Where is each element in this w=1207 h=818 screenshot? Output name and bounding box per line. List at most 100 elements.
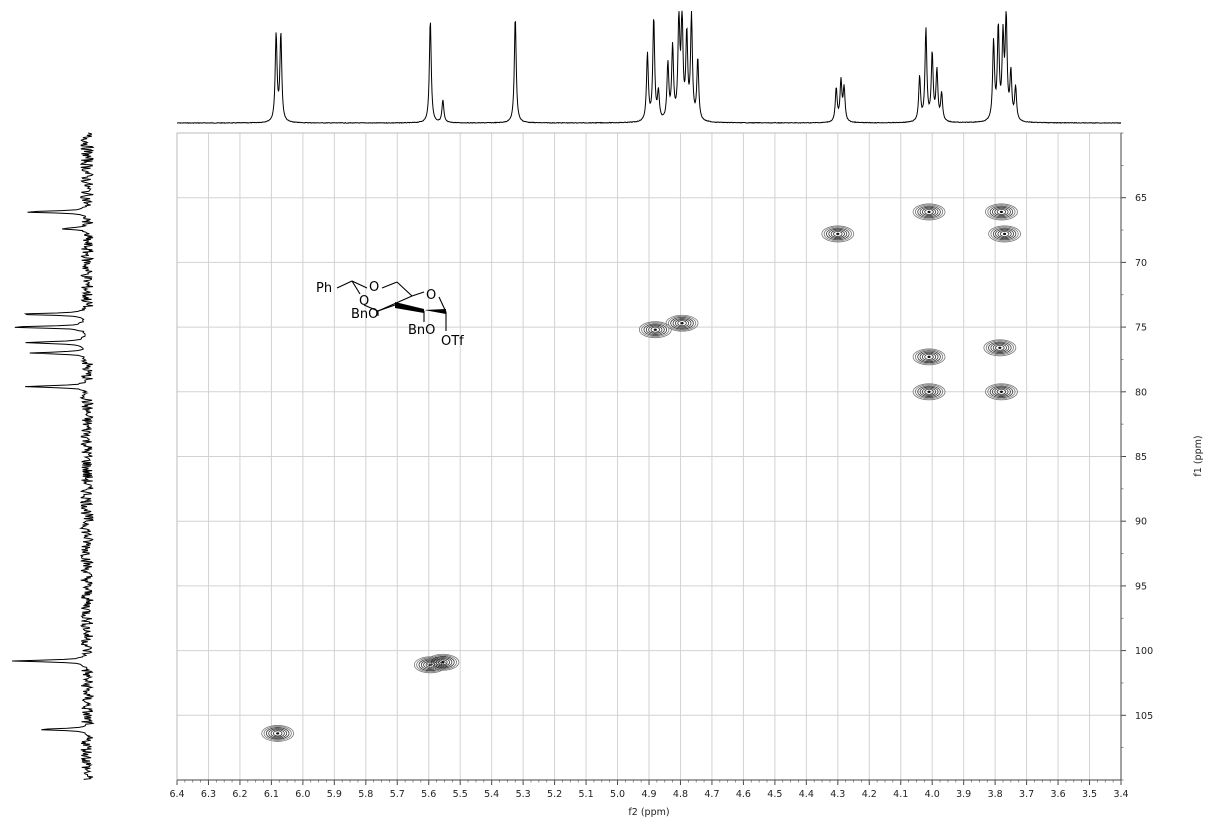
x-tick-label: 3.8 [988,789,1003,800]
peak-contour [667,315,697,331]
x-tick-label: 4.1 [893,789,908,800]
peak-contour [826,227,850,241]
x-tick-label: 4.9 [641,789,656,800]
peak-contour [912,383,946,401]
peak-contour [433,657,453,668]
bond-o1-c6 [381,281,398,289]
carbon-projection-trace [12,132,95,780]
peak-contour [914,204,944,220]
peak-contour [917,205,941,219]
bond-c5-oring [411,291,425,297]
x-tick-label: 4.3 [830,789,845,800]
x-tick-label: 5.5 [453,789,468,800]
bond-o2-c4 [363,304,379,312]
peak-contour [919,206,939,218]
peak-contour [272,730,283,737]
mol-label-ph: Ph [316,281,332,296]
x-tick-label: 4.2 [862,789,877,800]
x-tick-label: 5.1 [579,789,594,800]
peak-contour [643,323,668,336]
peak-contour [914,384,944,400]
peak-contour [917,350,941,364]
x-tick-label: 4.5 [767,789,782,800]
peak-contour [270,729,285,738]
x-tick-label: 5.0 [610,789,625,800]
peak-contour [672,318,692,329]
wedge-bond-c2-c1 [424,309,446,314]
x-tick-label: 3.4 [1113,789,1128,800]
peak-contour [641,322,670,338]
x-tick-label: 4.0 [925,789,940,800]
peak-contour [989,385,1014,399]
peak-contour [995,228,1014,240]
peak-contour [924,208,934,215]
peak-contour [828,228,848,240]
peak-contour [924,353,934,360]
peak-contour [912,348,946,366]
peak-contour [830,229,845,238]
peak-center [927,390,931,393]
peak-contour [423,660,438,669]
bond-ph [336,280,353,289]
peak-contour [919,351,939,363]
peak-contour [261,725,295,742]
x-axis: 6.4 6.3 6.2 6.1 6.0 5.9 5.8 5.7 5.6 5.5 5.4 5.3 5.2 5… [169,779,1129,800]
peak-contour [263,726,292,741]
cross-peak [638,321,672,339]
y-axis-title: f1 (ppm) [1193,435,1204,476]
cross-peak [985,383,1018,401]
molecule-structure: Ph O O O BnO BnO OTf [316,280,464,349]
peak-contour [431,656,455,669]
peak-contour [648,325,663,334]
peak-center [276,732,280,735]
peak-contour [821,225,855,243]
mol-label-bno-right: BnO [408,323,435,338]
peak-contour [992,206,1011,218]
peak-contour [996,388,1007,395]
peak-contour [989,205,1014,219]
x-tick-label: 5.3 [516,789,531,800]
peak-contour [823,226,852,242]
peak-center [680,322,684,325]
x-tick-label: 4.6 [736,789,751,800]
x-tick-label: 4.4 [799,789,814,800]
peak-contour [924,388,934,395]
x-tick-label: 3.6 [1051,789,1066,800]
mol-label-bno-left: BnO [351,307,378,322]
peak-contour [992,227,1017,241]
peak-center [653,328,657,331]
x-tick-label: 3.7 [1019,789,1034,800]
x-tick-label: 5.9 [327,789,342,800]
x-tick-label: 5.4 [484,789,499,800]
cross-peak [912,348,946,366]
peak-contour [987,384,1016,400]
y-tick-label: 85 [1135,452,1147,463]
x-tick-label: 6.2 [232,789,247,800]
x-tick-label: 6.3 [201,789,216,800]
cross-peak [665,314,699,332]
peak-center [998,346,1002,350]
peak-contour [265,727,290,740]
x-tick-label: 5.2 [547,789,562,800]
peak-contour [650,326,661,333]
proton-projection-trace [176,10,1122,124]
mol-label-o-ring: O [426,288,436,303]
cross-peak [912,383,946,401]
cross-peaks [261,203,1021,742]
y-tick-label: 95 [1135,581,1147,592]
peak-center [999,210,1004,214]
x-tick-label: 4.8 [673,789,688,800]
peak-contour [638,321,672,339]
cross-peak [821,225,855,243]
peak-contour [985,340,1014,356]
y-tick-label: 65 [1135,193,1147,204]
x-tick-label: 4.7 [704,789,719,800]
peak-contour [997,229,1012,238]
y-tick-label: 75 [1135,323,1147,334]
peak-contour [995,344,1005,351]
peak-contour [999,230,1010,237]
mol-label-o-mid: O [359,294,369,309]
peak-contour [983,339,1017,357]
peak-center [999,390,1004,393]
